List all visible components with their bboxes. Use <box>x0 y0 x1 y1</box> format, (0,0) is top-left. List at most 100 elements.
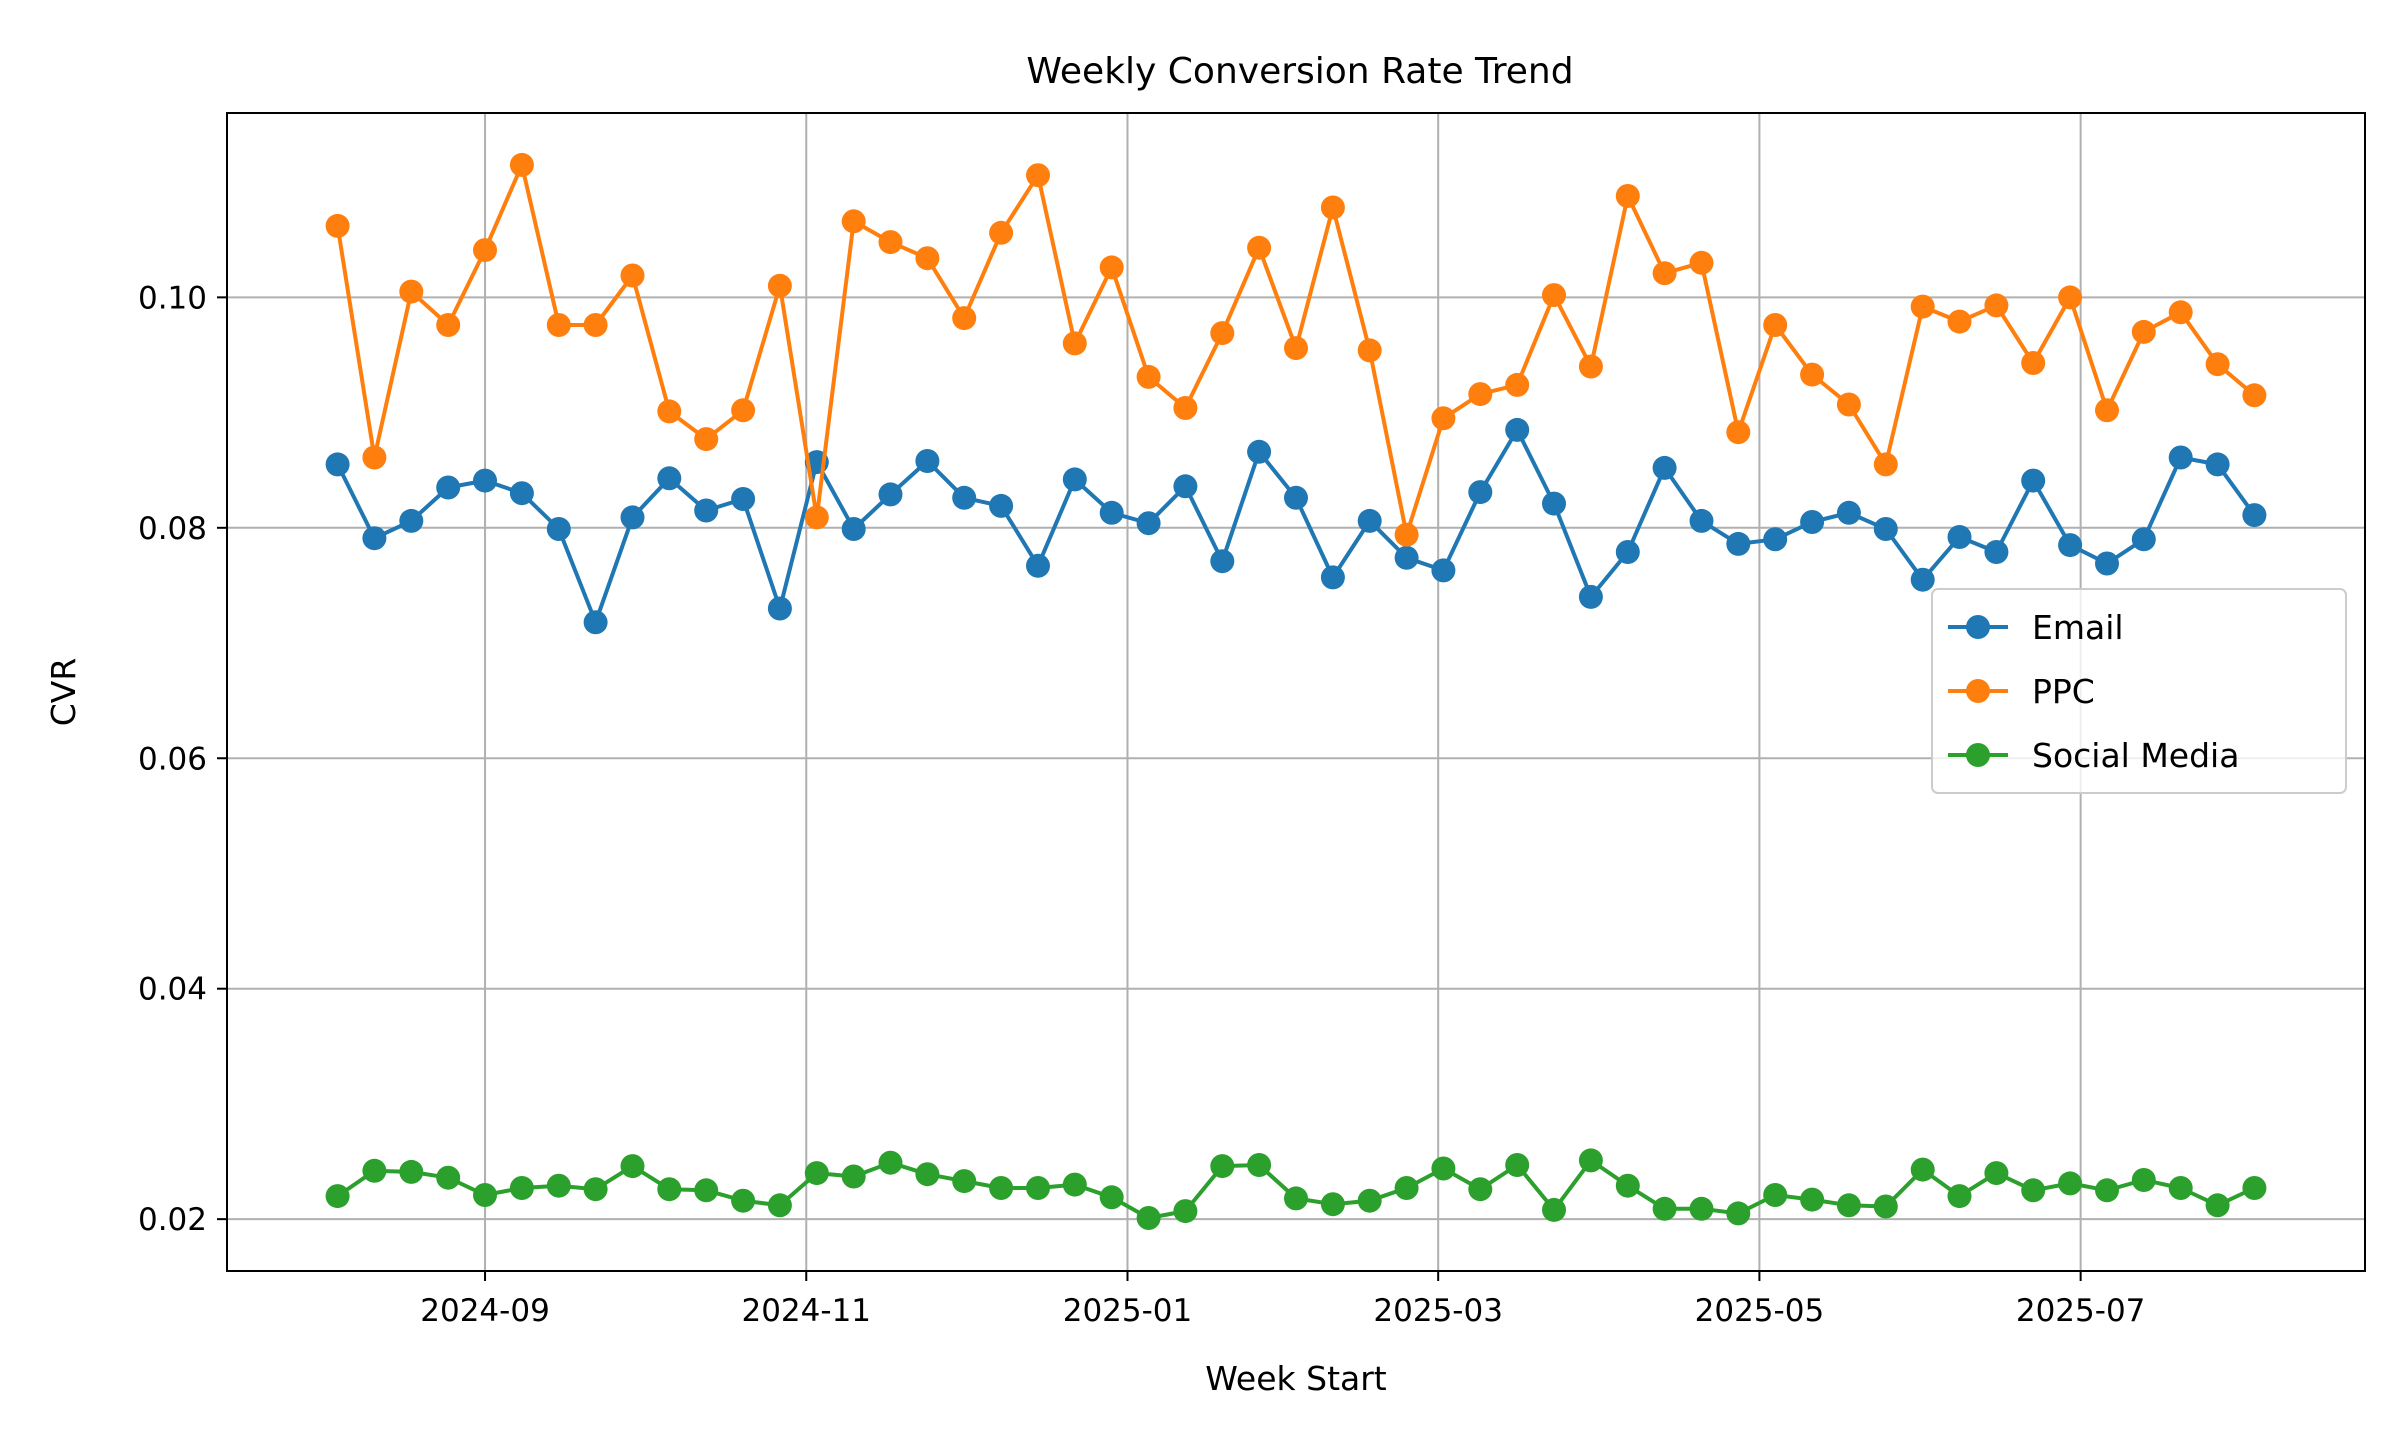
data-point-ppc <box>362 445 387 470</box>
data-point-ppc <box>2242 383 2267 408</box>
data-point-social-media <box>2058 1171 2083 1196</box>
data-point-email <box>2168 445 2193 470</box>
data-point-ppc <box>2168 300 2193 325</box>
legend: Email PPC Social Media <box>1931 588 2347 794</box>
data-point-email <box>620 505 645 530</box>
legend-label: PPC <box>2032 672 2095 711</box>
data-point-email <box>1394 545 1419 570</box>
data-point-email <box>1099 500 1124 525</box>
data-point-email <box>1947 525 1972 549</box>
data-point-email <box>436 475 461 500</box>
data-point-email <box>878 482 903 507</box>
series-group <box>325 152 2267 1230</box>
data-point-social-media <box>878 1150 903 1175</box>
data-point-social-media <box>1763 1183 1788 1207</box>
data-point-social-media <box>767 1193 792 1218</box>
data-point-email <box>399 508 424 533</box>
data-point-social-media <box>1062 1172 1087 1197</box>
x-axis-label: Week Start <box>1205 1359 1387 1398</box>
data-point-email <box>1726 531 1751 556</box>
data-point-ppc <box>1431 406 1456 431</box>
data-point-email <box>1062 467 1087 492</box>
data-point-ppc <box>878 230 903 255</box>
data-point-social-media <box>2205 1193 2230 1218</box>
data-point-social-media <box>1578 1148 1603 1173</box>
y-tick-label: 0.08 <box>138 511 207 547</box>
data-point-ppc <box>1726 420 1751 445</box>
data-point-social-media <box>1099 1185 1124 1210</box>
data-point-ppc <box>1210 321 1235 346</box>
data-point-social-media <box>1247 1153 1272 1177</box>
legend-label: Social Media <box>2032 736 2239 775</box>
data-point-ppc <box>436 313 461 337</box>
data-point-social-media <box>436 1165 461 1190</box>
data-point-email <box>915 449 940 473</box>
data-point-email <box>1173 474 1198 499</box>
data-point-social-media <box>2168 1176 2193 1200</box>
data-point-social-media <box>1836 1193 1861 1218</box>
data-point-social-media <box>2021 1178 2046 1203</box>
data-point-email <box>1505 417 1530 442</box>
data-point-email <box>2058 533 2083 558</box>
data-point-email <box>2021 468 2046 493</box>
data-point-email <box>2095 551 2119 576</box>
data-point-email <box>1431 558 1456 583</box>
data-point-social-media <box>1615 1173 1640 1198</box>
data-point-email <box>1984 540 2009 564</box>
data-point-email <box>1873 517 1898 541</box>
data-point-social-media <box>2131 1168 2156 1192</box>
x-tick-label: 2025-03 <box>1373 1293 1503 1329</box>
data-point-ppc <box>1247 235 1272 260</box>
data-point-social-media <box>1320 1192 1345 1217</box>
data-point-email <box>1247 439 1272 464</box>
series-ppc <box>325 152 2267 547</box>
data-point-ppc <box>1026 163 1050 188</box>
data-point-ppc <box>694 427 719 452</box>
data-point-ppc <box>952 306 977 331</box>
legend-marker <box>1966 679 1990 703</box>
y-tick-label: 0.02 <box>138 1202 207 1238</box>
data-point-social-media <box>509 1176 534 1200</box>
data-point-email <box>1836 500 1861 525</box>
data-point-social-media <box>1800 1187 1825 1212</box>
data-point-ppc <box>1984 293 2009 318</box>
data-point-email <box>989 493 1014 518</box>
plot-frame <box>226 112 2366 1272</box>
data-point-email <box>952 485 977 510</box>
data-point-social-media <box>1357 1188 1382 1213</box>
data-point-social-media <box>915 1162 940 1187</box>
data-point-social-media <box>1468 1177 1493 1202</box>
y-axis-label: CVR <box>44 658 83 727</box>
data-point-email <box>1210 549 1235 574</box>
legend-box <box>1931 588 2347 794</box>
data-point-social-media <box>1652 1196 1677 1221</box>
data-point-ppc <box>1873 452 1898 477</box>
data-point-ppc <box>1910 294 1935 319</box>
series-social-media <box>325 1148 2267 1230</box>
data-point-social-media <box>657 1177 682 1202</box>
data-point-social-media <box>473 1183 497 1207</box>
data-point-email <box>1026 553 1050 578</box>
data-point-ppc <box>1320 195 1345 220</box>
data-point-ppc <box>2095 398 2119 423</box>
data-point-email <box>657 466 682 491</box>
data-point-social-media <box>399 1159 424 1184</box>
legend-entry-ppc: PPC <box>1948 672 2095 711</box>
x-tick-label: 2024-09 <box>420 1293 550 1329</box>
legend-label: Email <box>2032 608 2124 647</box>
data-point-email <box>1357 508 1382 533</box>
data-point-social-media <box>1394 1176 1419 1200</box>
data-point-ppc <box>1136 364 1161 389</box>
data-point-email <box>841 517 866 541</box>
data-point-ppc <box>731 398 756 423</box>
data-point-ppc <box>2205 352 2230 377</box>
data-point-social-media <box>1026 1176 1050 1200</box>
data-point-ppc <box>1542 283 1566 308</box>
data-point-email <box>509 481 534 506</box>
data-point-email <box>473 468 497 493</box>
data-point-email <box>1910 567 1935 592</box>
data-point-social-media <box>1431 1156 1456 1181</box>
data-point-ppc <box>1099 255 1124 280</box>
data-point-email <box>1689 508 1714 533</box>
